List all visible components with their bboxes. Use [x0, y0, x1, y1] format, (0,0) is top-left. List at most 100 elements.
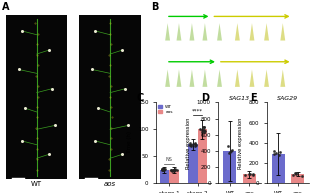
Point	[160, 168, 165, 171]
Point	[189, 145, 194, 148]
Point	[168, 169, 173, 172]
Point	[226, 152, 231, 155]
Point	[188, 142, 193, 145]
Polygon shape	[217, 23, 222, 41]
Point	[187, 144, 192, 147]
Point	[229, 149, 234, 152]
Polygon shape	[235, 23, 240, 41]
Polygon shape	[177, 23, 181, 41]
Point	[251, 173, 256, 176]
Point	[170, 169, 175, 172]
Point	[192, 143, 197, 146]
Text: NS: NS	[166, 157, 173, 162]
Point	[188, 143, 193, 146]
Point	[202, 130, 207, 133]
Point	[188, 144, 193, 147]
Text: A: A	[2, 2, 9, 12]
Point	[193, 141, 197, 145]
Polygon shape	[177, 69, 181, 87]
Point	[173, 168, 178, 171]
Point	[202, 129, 207, 132]
Polygon shape	[280, 23, 285, 41]
Point	[246, 173, 251, 176]
Point	[160, 169, 165, 172]
Point	[192, 145, 197, 148]
Point	[171, 169, 176, 172]
Y-axis label: Relative expression: Relative expression	[238, 117, 243, 168]
Polygon shape	[250, 69, 254, 87]
Legend: WT, aos: WT, aos	[158, 105, 173, 114]
Point	[227, 151, 232, 154]
Point	[174, 168, 179, 171]
Point	[171, 168, 176, 172]
FancyBboxPatch shape	[79, 15, 141, 179]
Point	[290, 173, 295, 176]
Bar	[169, 170, 178, 183]
Point	[201, 125, 206, 128]
Text: WT: WT	[31, 181, 42, 187]
Bar	[159, 170, 169, 183]
Polygon shape	[189, 69, 194, 87]
Polygon shape	[202, 23, 207, 41]
Bar	[272, 154, 285, 183]
Point	[197, 127, 202, 130]
Text: WT: WT	[156, 20, 165, 25]
Y-axis label: Time (h): Time (h)	[127, 131, 132, 154]
Point	[251, 173, 256, 176]
Point	[160, 168, 165, 172]
Polygon shape	[189, 23, 194, 41]
Point	[169, 168, 174, 171]
Point	[225, 144, 230, 147]
Point	[294, 172, 299, 175]
Polygon shape	[165, 69, 170, 87]
Polygon shape	[250, 23, 254, 41]
Y-axis label: Relative expression: Relative expression	[186, 117, 191, 168]
Text: B: B	[151, 2, 159, 12]
Text: C: C	[137, 93, 144, 102]
Text: ****: ****	[192, 108, 203, 113]
Point	[299, 174, 304, 177]
Title: SAG29: SAG29	[277, 96, 298, 101]
Point	[271, 152, 276, 156]
Bar	[291, 174, 304, 183]
Polygon shape	[217, 69, 222, 87]
Point	[170, 169, 175, 172]
Bar	[197, 129, 207, 183]
Point	[160, 168, 165, 172]
Point	[200, 131, 205, 134]
Point	[277, 154, 282, 157]
Point	[294, 172, 299, 175]
Point	[200, 129, 205, 132]
Point	[201, 125, 206, 129]
Point	[274, 152, 279, 155]
Bar	[223, 151, 236, 183]
Point	[173, 167, 178, 170]
Polygon shape	[280, 69, 285, 87]
Text: aos: aos	[156, 65, 166, 70]
Point	[272, 150, 277, 153]
Point	[161, 168, 166, 172]
Point	[230, 148, 235, 151]
Text: D: D	[202, 93, 210, 102]
Point	[162, 167, 167, 170]
Point	[201, 125, 206, 129]
Point	[191, 143, 196, 146]
Point	[278, 151, 283, 154]
Title: SAG13: SAG13	[229, 96, 250, 101]
Polygon shape	[235, 69, 240, 87]
Point	[163, 167, 168, 170]
Text: aos: aos	[104, 181, 116, 187]
Point	[161, 168, 166, 171]
FancyBboxPatch shape	[6, 15, 67, 179]
Point	[193, 143, 198, 146]
Bar	[243, 174, 256, 183]
Point	[248, 173, 253, 176]
Point	[202, 130, 207, 134]
Point	[171, 168, 176, 172]
Polygon shape	[264, 23, 269, 41]
Point	[292, 172, 297, 175]
Polygon shape	[165, 23, 170, 41]
Text: E: E	[250, 93, 256, 102]
Bar	[188, 144, 197, 183]
Point	[160, 168, 165, 171]
